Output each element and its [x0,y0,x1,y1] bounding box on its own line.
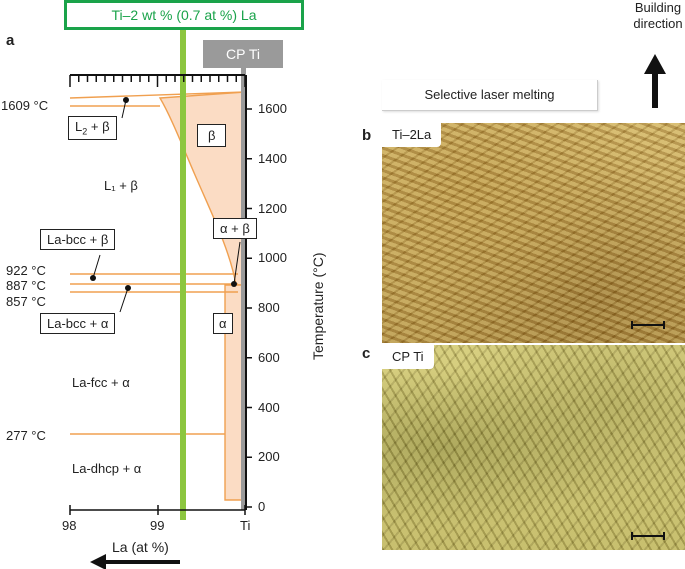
micrograph-ti2la: Ti–2La [382,123,685,343]
x-axis-label: La (at %) [112,539,169,555]
y-tick-label: 1200 [258,200,287,216]
pointer-dot-labcc-alpha [125,285,131,291]
building-direction-arrow [644,54,666,108]
label-labcc-alpha: La-bcc + α [40,313,116,334]
temperature-axis-ticks [246,108,252,508]
beta-region [158,91,246,286]
composition-label: Ti–2 wt % (0.7 at %) La [64,0,304,30]
y-tick-label: 1400 [258,150,287,166]
label-lafcc-alpha: La-fcc + α [72,375,130,390]
label-alpha-beta: α + β [213,218,257,239]
slm-label: Selective laser melting [382,80,598,111]
x-tick-99: 99 [150,518,165,533]
temp-1609: 1609 °C [1,98,49,113]
temp-887: 887 °C [6,278,46,293]
line-liquidus-top [69,91,246,99]
panel-b-letter: b [362,127,372,144]
micrograph-cp-ti: CP Ti [382,345,685,550]
panel-a-letter: a [6,32,15,49]
label-labcc-beta: La-bcc + β [40,229,116,250]
label-l2-beta: L2 + β [68,116,117,140]
label-ladhcp-alpha: La-dhcp + α [72,461,142,476]
composition-line [180,30,186,520]
y-tick-label: 0 [258,499,266,514]
panel-c-letter: c [362,345,371,362]
y-tick-label: 400 [258,399,280,415]
temp-857: 857 °C [6,294,46,309]
label-beta: β [197,124,227,147]
x-tick-ti: Ti [240,518,251,533]
y-tick-label: 600 [258,349,280,365]
y-tick-label: 1600 [258,101,287,116]
scale-bar-b [631,321,665,329]
temp-922: 922 °C [6,263,46,278]
label-alpha: α [213,313,233,334]
micrograph-b-label: Ti–2La [382,123,442,147]
y-tick-label: 200 [258,449,280,465]
micrograph-c-label: CP Ti [382,345,434,369]
top-axis-ticks [69,75,246,87]
y-tick-label: 1000 [258,250,287,266]
building-direction-label: Building direction [633,0,683,31]
label-l1-beta: L₁ + β [104,178,138,193]
cp-ti-label: CP Ti [203,40,283,68]
x-tick-98: 98 [62,518,77,533]
scale-bar-c [631,532,665,540]
cp-ti-bar [241,68,246,510]
phase-diagram [69,30,252,569]
temp-277: 277 °C [6,428,46,443]
y-tick-label: 800 [258,300,280,315]
y-axis-label: Temperature (°C) [310,252,326,360]
